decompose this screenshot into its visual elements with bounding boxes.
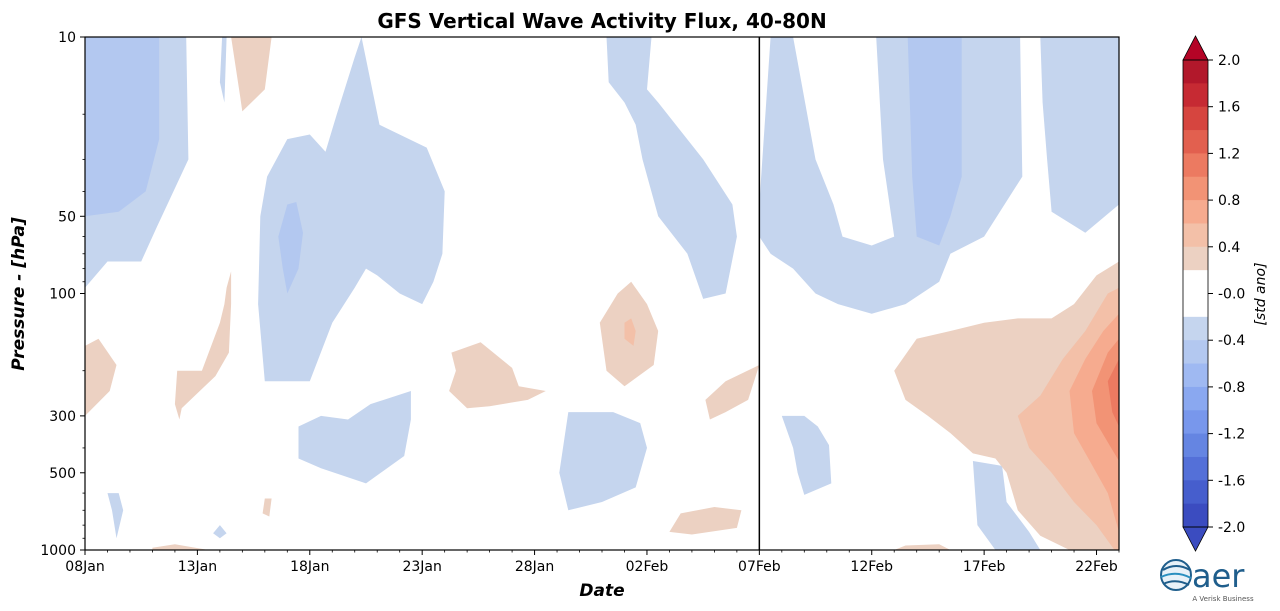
x-tick-label: 22Feb bbox=[1075, 559, 1118, 575]
y-tick-label: 500 bbox=[49, 466, 76, 482]
x-tick-label: 08Jan bbox=[65, 559, 104, 575]
negative-anomaly-region-13 bbox=[213, 525, 227, 539]
negative-anomaly-region-14 bbox=[781, 415, 832, 495]
x-axis-label: Date bbox=[579, 581, 624, 601]
x-tick-label: 23Jan bbox=[402, 559, 441, 575]
x-tick-label: 28Jan bbox=[515, 559, 554, 575]
colorbar-swatch bbox=[1183, 433, 1208, 458]
colorbar-tick-label: 1.6 bbox=[1218, 100, 1240, 116]
y-axis-label: Pressure - [hPa] bbox=[9, 217, 29, 371]
x-axis: 08Jan 13Jan 18Jan 23Jan 28Jan 02Feb 07Feb 12Feb… bbox=[65, 550, 1120, 575]
aer-logo: aer A Verisk Business bbox=[1160, 557, 1254, 603]
colorbar: 2.0 1.6 1.2 0.8 0.4 -0.0 -0.4 -0.8 -1.2 -1.6 -2.0 bbox=[1182, 35, 1245, 552]
colorbar-tick-label: 1.2 bbox=[1218, 146, 1240, 162]
y-tick-label: 1000 bbox=[40, 543, 76, 559]
chart-title: GFS Vertical Wave Activity Flux, 40-80N bbox=[377, 9, 826, 33]
colorbar-tick-label: -1.6 bbox=[1218, 473, 1245, 489]
colorbar-tick-label: 2.0 bbox=[1218, 53, 1240, 69]
y-tick-label: 10 bbox=[58, 30, 76, 46]
colorbar-tick-label: -0.8 bbox=[1218, 380, 1245, 396]
x-tick-label: 07Feb bbox=[738, 559, 781, 575]
colorbar-swatch bbox=[1183, 456, 1208, 481]
negative-anomaly-region-3 bbox=[219, 37, 227, 103]
positive-anomaly-region-22 bbox=[669, 507, 742, 535]
colorbar-tick-label: -1.2 bbox=[1218, 427, 1245, 443]
colorbar-swatch bbox=[1183, 130, 1208, 154]
colorbar-tick-label: -0.4 bbox=[1218, 333, 1245, 349]
colorbar-swatch bbox=[1183, 480, 1208, 505]
x-tick-label: 12Feb bbox=[850, 559, 893, 575]
globe-icon bbox=[1160, 559, 1192, 591]
positive-anomaly-region-21 bbox=[705, 365, 760, 420]
colorbar-swatch bbox=[1183, 246, 1208, 271]
y-axis: 10 50 100 300 500 1000 bbox=[40, 30, 85, 559]
x-tick-label: 17Feb bbox=[963, 559, 1006, 575]
positive-anomaly-region-24 bbox=[262, 498, 272, 517]
x-tick-label: 13Jan bbox=[178, 559, 217, 575]
colorbar-swatch bbox=[1183, 363, 1208, 388]
colorbar-swatch bbox=[1183, 503, 1208, 528]
colorbar-tick-label: -2.0 bbox=[1218, 520, 1245, 536]
colorbar-tick-label: 0.4 bbox=[1218, 240, 1240, 256]
colorbar-under-arrow bbox=[1182, 526, 1209, 552]
colorbar-over-arrow bbox=[1182, 35, 1209, 61]
negative-anomaly-region-9 bbox=[759, 37, 1023, 314]
negative-anomaly-region-12 bbox=[107, 493, 124, 539]
logo-subtitle: A Verisk Business bbox=[1192, 595, 1254, 603]
negative-anomaly-region-8 bbox=[559, 412, 647, 511]
negative-anomaly-region-5 bbox=[278, 202, 303, 294]
colorbar-swatch bbox=[1183, 410, 1208, 435]
y-tick-label: 300 bbox=[49, 409, 76, 425]
y-tick-label: 50 bbox=[58, 209, 76, 225]
logo-text: aer bbox=[1192, 557, 1245, 595]
positive-anomaly-region-30 bbox=[894, 544, 951, 550]
colorbar-swatch bbox=[1183, 316, 1208, 341]
contour-regions bbox=[85, 37, 1119, 550]
positive-anomaly-region-18 bbox=[449, 342, 546, 409]
positive-anomaly-region-20 bbox=[624, 318, 636, 346]
y-tick-label: 100 bbox=[49, 287, 76, 303]
colorbar-swatch bbox=[1183, 60, 1208, 84]
positive-anomaly-region-28 bbox=[1092, 338, 1119, 461]
colorbar-swatch bbox=[1183, 176, 1208, 201]
negative-anomaly-region-11 bbox=[1040, 37, 1119, 233]
negative-anomaly-region-1 bbox=[85, 37, 160, 217]
colorbar-swatch bbox=[1183, 270, 1208, 294]
negative-anomaly-region-7 bbox=[298, 391, 411, 484]
positive-anomaly-region-17 bbox=[174, 271, 232, 420]
colorbar-swatch bbox=[1183, 223, 1208, 248]
positive-anomaly-region-16 bbox=[85, 338, 117, 416]
colorbar-label: [std ano] bbox=[1253, 262, 1269, 325]
negative-anomaly-region-4 bbox=[258, 37, 445, 382]
colorbar-swatch bbox=[1183, 153, 1208, 178]
colorbar-swatch bbox=[1183, 340, 1208, 365]
x-tick-label: 18Jan bbox=[290, 559, 329, 575]
positive-anomaly-region-23 bbox=[152, 544, 209, 550]
colorbar-swatch bbox=[1183, 293, 1208, 318]
colorbar-swatch bbox=[1183, 106, 1208, 131]
colorbar-tick-label: -0.0 bbox=[1218, 287, 1245, 303]
negative-anomaly-region-15 bbox=[972, 461, 1041, 550]
colorbar-swatch bbox=[1183, 200, 1208, 224]
negative-anomaly-region-10 bbox=[907, 37, 962, 246]
positive-anomaly-region-29 bbox=[1107, 359, 1119, 427]
x-tick-label: 02Feb bbox=[626, 559, 669, 575]
colorbar-tick-label: 0.8 bbox=[1218, 193, 1240, 209]
colorbar-swatch bbox=[1183, 83, 1208, 108]
colorbar-swatch bbox=[1183, 386, 1208, 411]
positive-anomaly-region-2 bbox=[231, 37, 272, 112]
negative-anomaly-region-6 bbox=[606, 37, 737, 299]
